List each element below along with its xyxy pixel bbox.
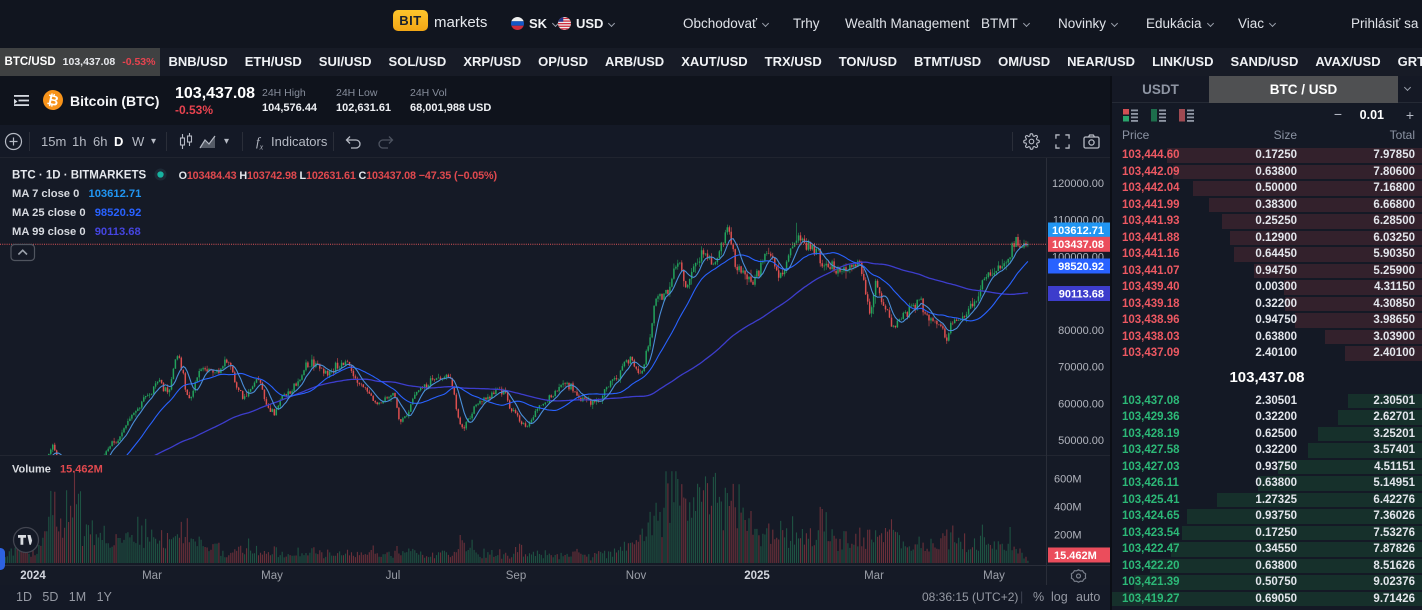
svg-text:90113.68: 90113.68 — [1059, 288, 1104, 300]
svg-text:400M: 400M — [1054, 502, 1082, 514]
svg-text:103437.08: 103437.08 — [1052, 239, 1104, 251]
svg-text:200M: 200M — [1054, 530, 1082, 542]
svg-text:60000.00: 60000.00 — [1058, 398, 1104, 410]
svg-text:May: May — [983, 570, 1005, 582]
svg-text:600M: 600M — [1054, 474, 1082, 486]
svg-text:Sep: Sep — [506, 570, 526, 582]
svg-text:103612.71: 103612.71 — [1052, 225, 1104, 237]
svg-text:May: May — [261, 570, 283, 582]
svg-text:98520.92: 98520.92 — [1058, 261, 1104, 273]
svg-text:Nov: Nov — [626, 570, 647, 582]
svg-text:70000.00: 70000.00 — [1058, 362, 1104, 374]
svg-text:Jul: Jul — [386, 570, 401, 582]
svg-text:Volume: Volume — [12, 464, 51, 476]
svg-text:120000.00: 120000.00 — [1052, 178, 1104, 190]
svg-text:15.462M: 15.462M — [60, 464, 103, 476]
svg-text:80000.00: 80000.00 — [1058, 325, 1104, 337]
svg-text:Mar: Mar — [142, 570, 162, 582]
svg-text:Mar: Mar — [864, 570, 884, 582]
svg-text:2025: 2025 — [744, 570, 770, 582]
svg-text:15.462M: 15.462M — [1054, 550, 1097, 562]
svg-text:2024: 2024 — [20, 570, 46, 582]
svg-text:50000.00: 50000.00 — [1058, 435, 1104, 447]
